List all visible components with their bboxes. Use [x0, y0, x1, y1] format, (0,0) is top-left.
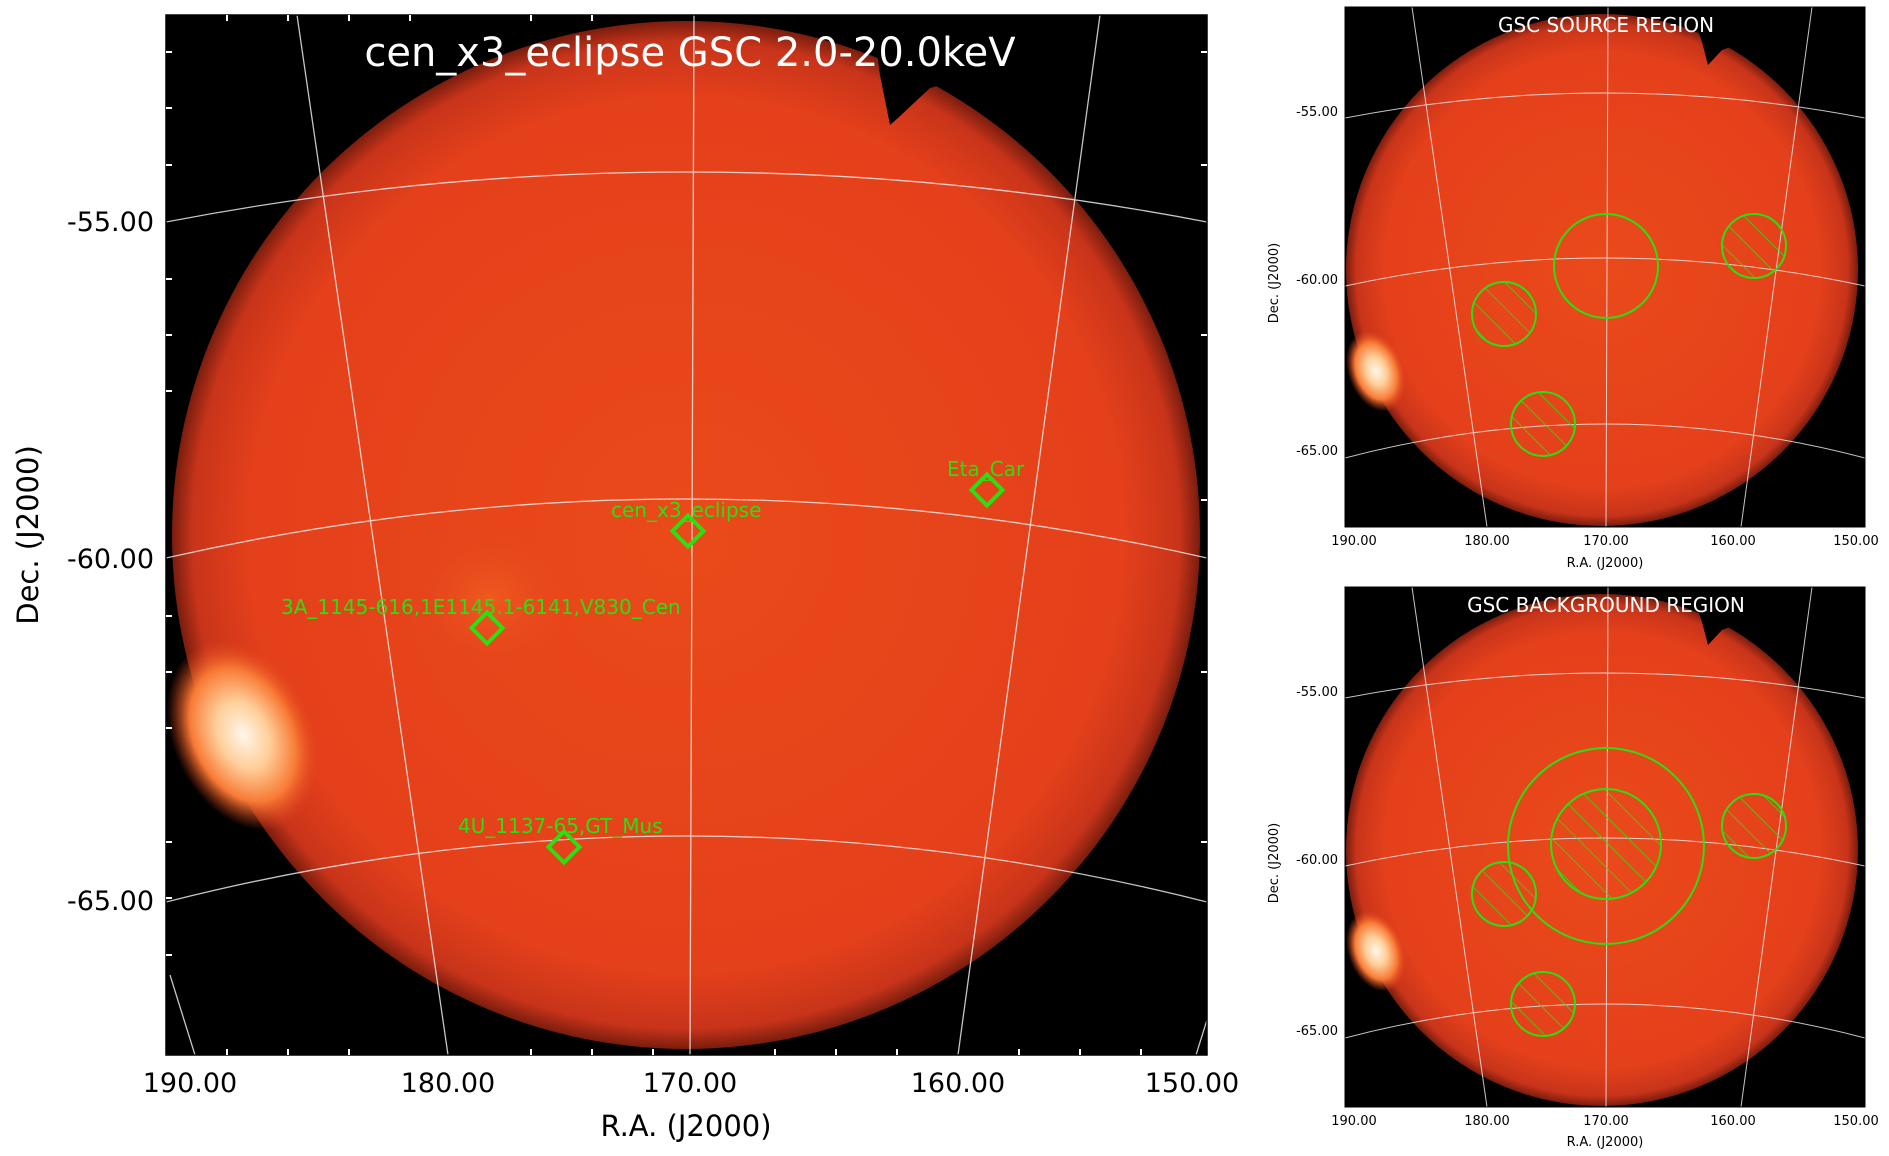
src-x-axis-label: R.A. (J2000)	[1567, 556, 1644, 571]
main-warm-blob	[405, 525, 575, 675]
source-region-panel: GSC SOURCE REGION 190.00 180.00 170.00 1…	[1267, 6, 1879, 571]
main-x-tick: 190.00	[143, 1068, 237, 1099]
diamond-marker	[669, 512, 707, 550]
bkg-title: GSC BACKGROUND REGION	[1467, 593, 1745, 617]
bkg-x-tick: 160.00	[1710, 1114, 1756, 1129]
src-y-tick: -55.00	[1296, 105, 1338, 120]
src-y-axis-label: Dec. (J2000)	[1267, 243, 1282, 323]
src-x-tick: 150.00	[1833, 534, 1879, 549]
source-marker-cen-x3: cen_x3_eclipse	[611, 498, 761, 550]
source-label: 4U_1137-65,GT_Mus	[458, 814, 663, 838]
source-marker-4u-1137: 4U_1137-65,GT_Mus	[458, 814, 663, 866]
main-coordinate-grid	[166, 15, 1207, 1055]
source-marker-3a-1145: 3A_1145-616,1E1145.1-6141,V830_Cen	[281, 595, 681, 647]
bkg-outer-annulus-circle	[1507, 747, 1705, 945]
bkg-x-tick: 180.00	[1464, 1114, 1510, 1129]
main-x-tick: 170.00	[643, 1068, 737, 1099]
bkg-frame	[1344, 586, 1866, 1108]
source-label: Eta_Car	[947, 457, 1025, 481]
src-detector-disk	[1346, 14, 1858, 526]
main-disk-notch	[872, 15, 1030, 125]
diamond-marker	[545, 828, 583, 866]
src-excluded-region	[1510, 391, 1576, 457]
main-x-tick: 180.00	[401, 1068, 495, 1099]
diamond-marker	[468, 609, 506, 647]
main-y-tick: -55.00	[67, 207, 154, 238]
bkg-y-tick: -65.00	[1296, 1024, 1338, 1039]
source-marker-eta-car: Eta_Car	[947, 457, 1025, 509]
src-x-tick: 190.00	[1331, 534, 1377, 549]
src-x-tick: 170.00	[1583, 534, 1629, 549]
main-frame	[165, 14, 1208, 1056]
main-detector-disk	[172, 21, 1200, 1049]
bkg-excluded-source-region	[1550, 788, 1662, 900]
src-y-tick: -65.00	[1296, 444, 1338, 459]
main-y-tick: -60.00	[67, 544, 154, 575]
main-x-axis-label: R.A. (J2000)	[600, 1109, 771, 1143]
diamond-marker	[968, 471, 1006, 509]
bkg-disk-notch	[1690, 587, 1770, 645]
bkg-y-tick: -60.00	[1296, 853, 1338, 868]
bkg-y-axis-label: Dec. (J2000)	[1267, 823, 1282, 903]
src-excluded-region	[1471, 281, 1537, 347]
main-y-tick: -65.00	[67, 886, 154, 917]
main-title: cen_x3_eclipse GSC 2.0-20.0keV	[364, 30, 1016, 76]
source-label: 3A_1145-616,1E1145.1-6141,V830_Cen	[281, 595, 681, 619]
src-x-tick: 180.00	[1464, 534, 1510, 549]
src-bright-source-blob	[1346, 330, 1406, 412]
background-region-panel: GSC BACKGROUND REGION 190.00 180.00 170.…	[1267, 586, 1879, 1150]
src-source-region-circle	[1553, 213, 1659, 319]
bkg-x-tick: 190.00	[1331, 1114, 1377, 1129]
bkg-x-axis-label: R.A. (J2000)	[1567, 1135, 1644, 1150]
src-disk-notch	[1690, 7, 1770, 65]
source-label: cen_x3_eclipse	[611, 498, 761, 522]
main-minor-ticks	[166, 15, 1207, 1055]
bkg-excluded-region	[1721, 793, 1787, 859]
bkg-x-tick: 170.00	[1583, 1114, 1629, 1129]
main-x-tick: 150.00	[1145, 1068, 1239, 1099]
main-y-axis-label: Dec. (J2000)	[11, 445, 45, 625]
bkg-x-tick: 150.00	[1833, 1114, 1879, 1129]
src-x-tick: 160.00	[1710, 534, 1756, 549]
bkg-excluded-region	[1471, 861, 1537, 927]
main-x-tick: 160.00	[911, 1068, 1005, 1099]
bkg-bright-source-blob	[1346, 910, 1406, 992]
src-title: GSC SOURCE REGION	[1498, 13, 1714, 37]
src-y-tick: -60.00	[1296, 273, 1338, 288]
bkg-excluded-region	[1510, 971, 1576, 1037]
src-excluded-region	[1721, 213, 1787, 279]
main-panel: cen_x3_eclipse GSC 2.0-20.0keV Eta_Car c…	[11, 14, 1239, 1143]
src-frame	[1344, 6, 1866, 528]
main-bright-source-blob	[166, 639, 320, 831]
bkg-y-tick: -55.00	[1296, 685, 1338, 700]
